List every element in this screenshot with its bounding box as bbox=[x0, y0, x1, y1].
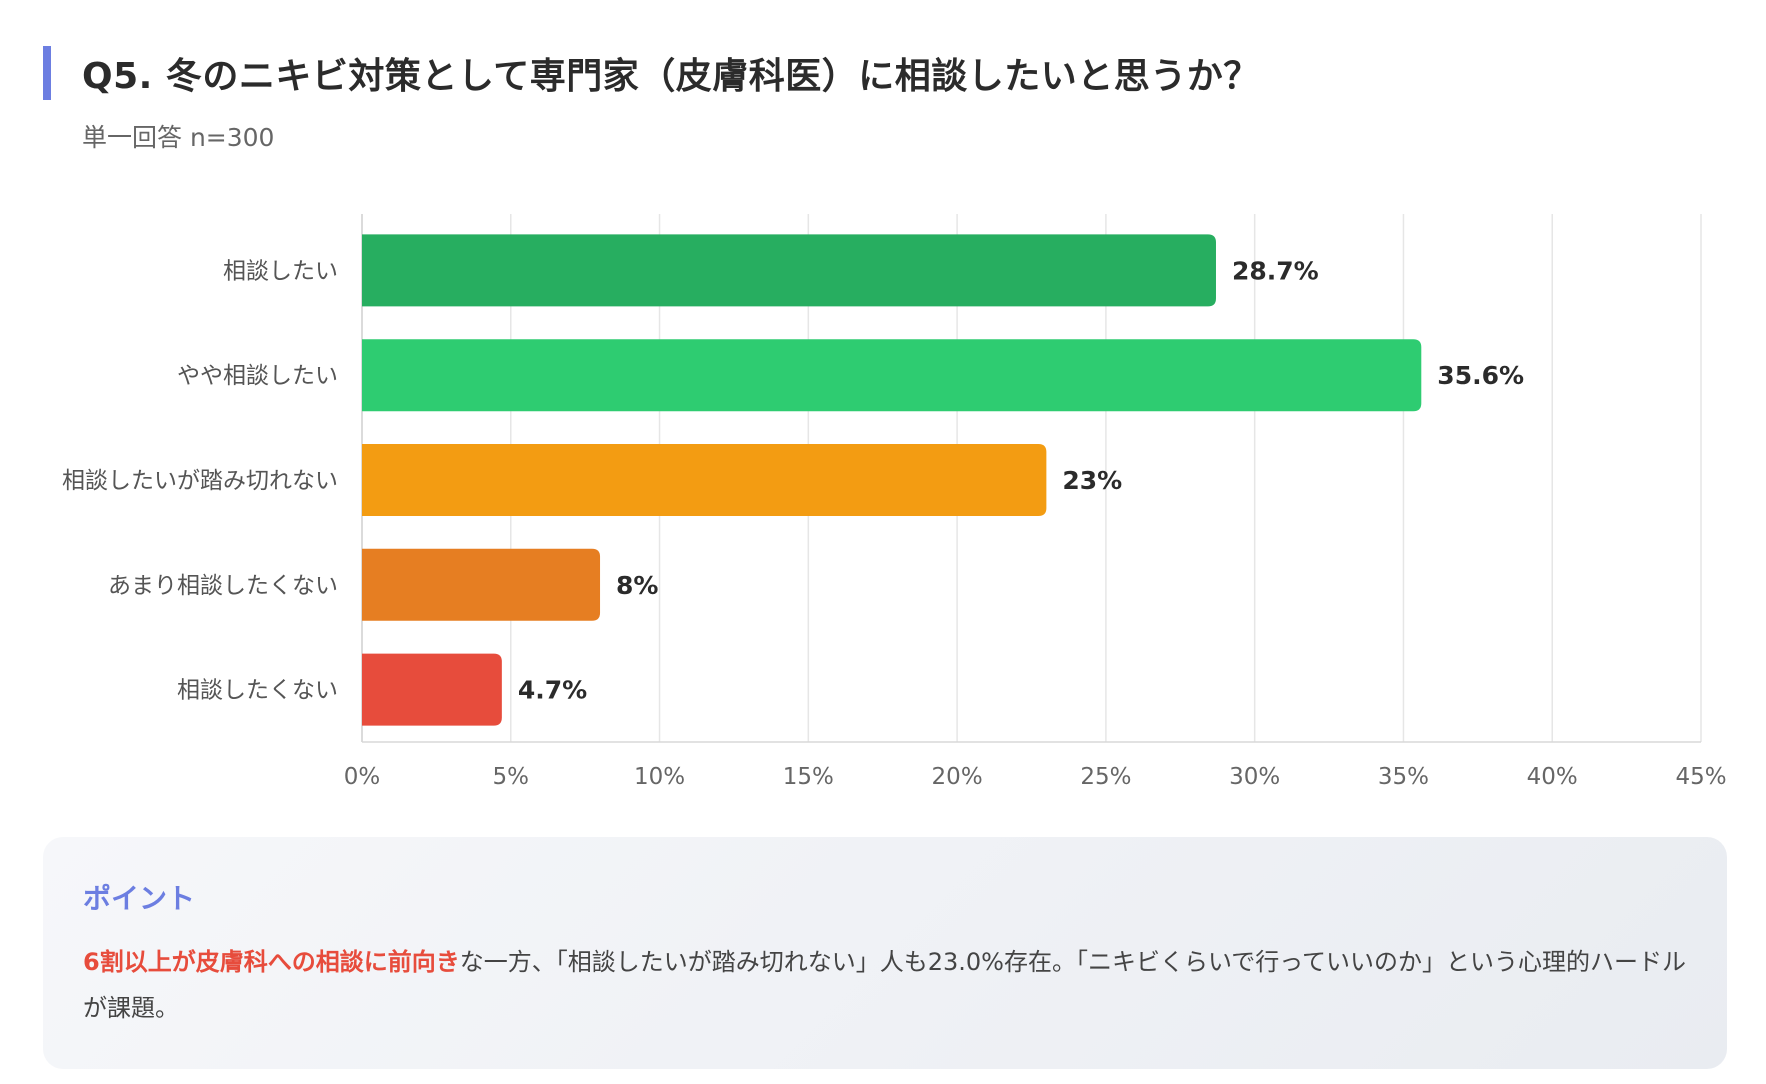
point-text: 6割以上が皮膚科への相談に前向きな一方、「相談したいが踏み切れない」人も23.0… bbox=[83, 939, 1693, 1031]
x-tick-label: 0% bbox=[344, 764, 381, 790]
data-label: 35.6% bbox=[1437, 361, 1524, 390]
x-tick-label: 20% bbox=[932, 764, 983, 790]
bar bbox=[362, 444, 1047, 516]
point-highlight: 6割以上が皮膚科への相談に前向き bbox=[83, 948, 460, 976]
data-label: 23% bbox=[1062, 466, 1122, 495]
point-body: な一方、「相談したいが踏み切れない」人も23.0%存在。「ニキビくらいで行ってい… bbox=[83, 948, 1687, 1022]
x-tick-label: 45% bbox=[1675, 764, 1726, 790]
bar bbox=[362, 339, 1422, 412]
bar bbox=[362, 234, 1216, 307]
bar bbox=[362, 548, 601, 621]
x-tick-label: 5% bbox=[493, 764, 530, 790]
bar-chart: 相談したい 28.7% やや相談したい 35.6% 相談したいが踏み切れない 23% あまり… bbox=[62, 214, 1727, 790]
x-tick-label: 25% bbox=[1080, 764, 1131, 790]
data-label: 8% bbox=[616, 571, 658, 600]
category-label: あまり相談したくない bbox=[108, 573, 338, 599]
page-subtitle: 単一回答 n=300 bbox=[82, 123, 275, 152]
data-label: 28.7% bbox=[1232, 256, 1319, 285]
category-label: 相談したい bbox=[223, 258, 338, 284]
chart-x-axis: 0% 5% 10% 15% 20% 25% 30% 35% 40% 45% bbox=[344, 764, 1727, 790]
point-box: ポイント 6割以上が皮膚科への相談に前向きな一方、「相談したいが踏み切れない」人… bbox=[43, 837, 1727, 1069]
category-label: 相談したくない bbox=[177, 678, 338, 704]
x-tick-label: 30% bbox=[1229, 764, 1280, 790]
page-title: Q5. 冬のニキビ対策として専門家（皮膚科医）に相談したいと思うか？ bbox=[82, 56, 1260, 97]
chart-bars: 相談したい 28.7% やや相談したい 35.6% 相談したいが踏み切れない 23% あまり… bbox=[62, 234, 1524, 726]
category-label: やや相談したい bbox=[177, 363, 338, 389]
x-tick-label: 35% bbox=[1378, 764, 1429, 790]
x-tick-label: 40% bbox=[1527, 764, 1578, 790]
data-label: 4.7% bbox=[518, 676, 587, 705]
x-tick-label: 15% bbox=[783, 764, 834, 790]
x-tick-label: 10% bbox=[634, 764, 685, 790]
title-block: Q5. 冬のニキビ対策として専門家（皮膚科医）に相談したいと思うか？ bbox=[43, 46, 1260, 100]
point-title: ポイント bbox=[83, 882, 196, 915]
category-label: 相談したいが踏み切れない bbox=[62, 468, 338, 494]
bar bbox=[362, 653, 502, 726]
